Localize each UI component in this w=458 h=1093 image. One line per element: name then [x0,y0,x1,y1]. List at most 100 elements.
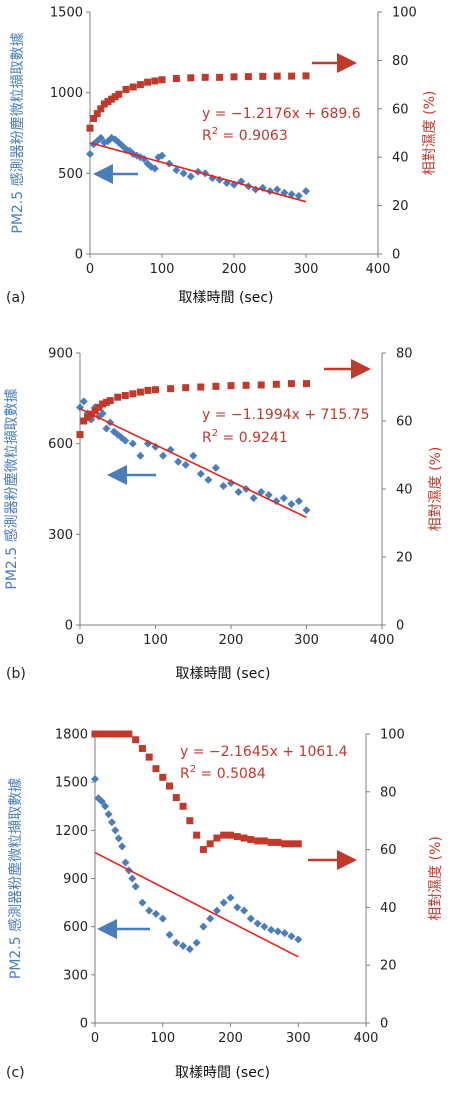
data-point-diamond [128,874,137,883]
left-y-tick-label: 1200 [55,824,88,839]
data-point-diamond [145,906,154,915]
right-y-tick-label: 0 [380,1017,388,1032]
data-point-diamond [102,424,111,433]
data-point-diamond [98,409,107,418]
data-point-diamond [172,938,181,947]
data-point-square [132,736,140,744]
left-y-tick-label: 300 [48,528,73,543]
x-tick-label: 200 [219,633,244,648]
data-point-diamond [97,797,106,806]
chart-panel-3: 0 100 200 300 400030060090012001500180002040… [6,728,444,1082]
x-axis-title: 取樣時間 (sec) [176,665,271,682]
data-point-diamond [219,481,228,490]
data-point-square [122,85,130,93]
right-y-tick-label: 20 [392,199,409,214]
r-squared-prefix: R [202,430,212,446]
data-point-diamond [287,190,296,199]
data-point-diamond [185,945,194,954]
data-point-diamond [179,169,188,178]
r-squared: R2 = 0.5084 [180,764,266,782]
right-y-tick-label: 40 [380,901,397,916]
data-point-square [197,383,205,391]
data-point-square [152,765,160,773]
data-point-square [138,744,146,752]
data-point-diamond [279,494,288,503]
data-point-square [121,392,129,399]
data-point-square [260,837,268,845]
pm25-series [86,133,310,200]
data-point-square [129,83,137,91]
data-point-diamond [199,922,208,931]
trend-line [94,851,299,958]
data-point-diamond [96,133,105,142]
data-point-diamond [302,187,310,196]
left-y-tick-label: 0 [65,619,73,634]
data-point-diamond [260,922,269,931]
data-point-diamond [91,774,99,783]
r-squared-exponent: 2 [212,126,218,137]
r-squared: R2 = 0.9241 [202,428,288,446]
r-squared-exponent: 2 [212,428,218,439]
data-point-diamond [172,166,181,175]
data-point-diamond [121,858,130,867]
x-tick-label: 100 [150,262,175,277]
data-point-square [100,100,108,108]
left-y-axis-title: PM2.5 感測器粉塵微粒擷取數據 [7,778,24,979]
data-point-diamond [246,914,255,923]
data-point-square [104,98,112,106]
humidity-series [91,730,302,854]
humidity-series [76,380,310,439]
r-squared-value: = 0.9063 [218,128,288,144]
data-point-square [93,110,101,118]
data-point-square [179,802,187,810]
right-y-tick-label: 80 [380,785,397,800]
data-point-square [240,834,248,842]
data-point-square [230,73,238,81]
data-point-square [125,730,133,738]
data-point-diamond [159,451,168,460]
data-point-diamond [219,898,228,907]
data-point-diamond [181,460,190,469]
data-point-square [274,838,282,846]
data-point-square [294,840,302,848]
data-point-square [144,386,152,394]
data-point-diamond [206,914,215,923]
data-point-square [98,730,106,738]
x-tick-label: 400 [354,1031,379,1046]
data-point-square [227,831,234,839]
data-point-diamond [136,451,145,460]
data-point-square [257,381,265,389]
right-y-tick-label: 100 [380,728,405,743]
data-point-square [259,72,267,80]
x-tick-label: 100 [150,1031,175,1046]
data-point-square [242,381,250,389]
data-point-diamond [211,463,220,472]
data-point-square [302,72,310,80]
regression-equation: y = −1.1994x + 715.75 [202,407,370,423]
data-point-square [186,817,194,825]
left-y-axis-title: PM2.5 感測器粉塵微粒擷取數據 [3,388,20,589]
regression-equation: y = −2.1645x + 1061.4 [180,744,348,760]
right-y-tick-label: 60 [380,843,397,858]
right-y-tick-label: 20 [396,551,413,566]
x-tick-label: 300 [286,1031,311,1046]
data-point-diamond [118,842,127,851]
left-y-tick-label: 0 [75,248,83,263]
data-point-square [167,385,175,393]
data-point-square [281,840,289,848]
data-point-square [106,397,114,405]
data-point-diamond [174,457,183,466]
left-y-axis-title: PM2.5 感測器粉塵微粒擷取數據 [9,32,26,233]
x-tick-label: 0 [76,633,84,648]
data-point-square [199,846,207,854]
data-point-square [272,380,280,388]
data-point-square [86,124,94,132]
data-point-diamond [212,906,221,915]
left-y-tick-label: 900 [63,872,88,887]
data-point-square [187,74,195,82]
x-tick-label: 100 [143,633,168,648]
humidity-series [86,72,310,132]
data-point-square [145,753,153,761]
